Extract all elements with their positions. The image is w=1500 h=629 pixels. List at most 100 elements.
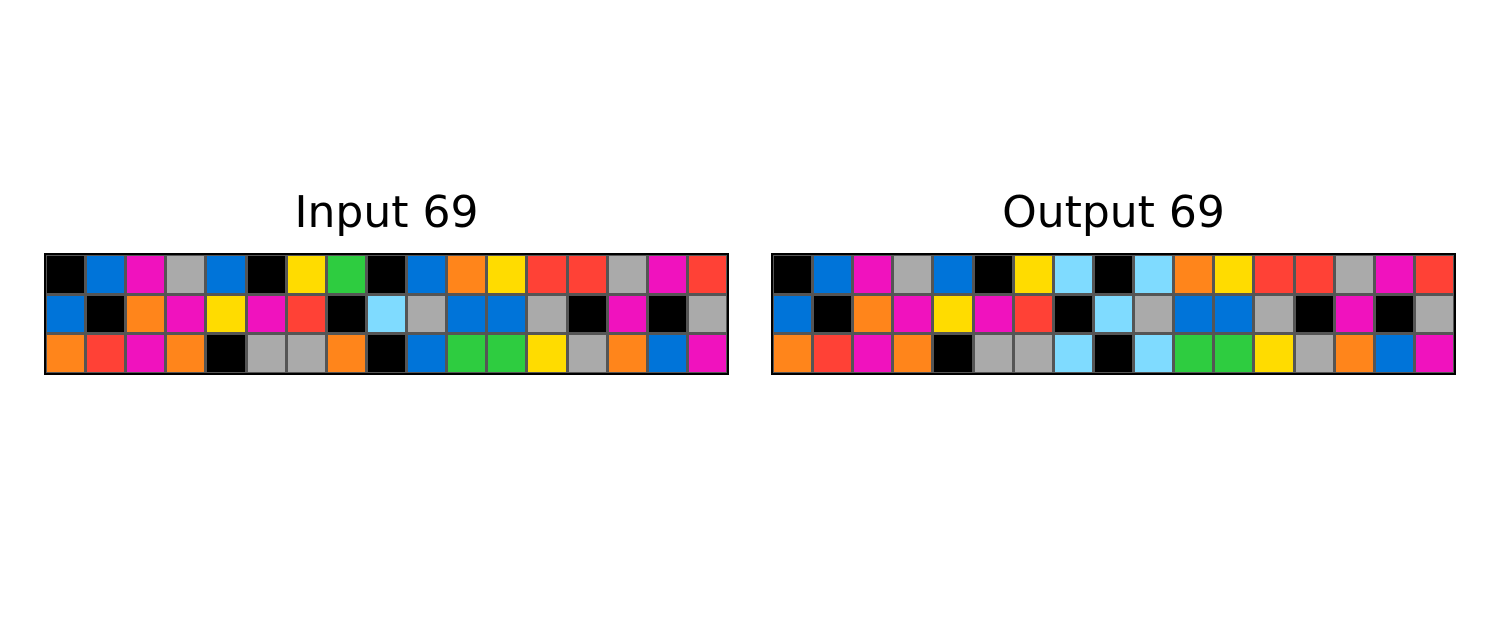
output-cell <box>854 335 892 372</box>
output-cell <box>1375 256 1413 293</box>
input-cell <box>408 295 446 333</box>
output-cell <box>934 335 972 372</box>
output-cell <box>974 335 1012 372</box>
output-cell <box>1295 256 1333 293</box>
input-cell <box>408 335 446 372</box>
output-cell <box>934 295 972 333</box>
output-cell <box>774 256 812 293</box>
output-cell <box>894 295 932 333</box>
output-cell <box>1014 256 1052 293</box>
input-cell <box>47 335 85 372</box>
input-cell <box>408 256 446 293</box>
output-cell <box>1014 335 1052 372</box>
output-cell <box>1295 295 1333 333</box>
input-cell <box>367 256 406 293</box>
input-cell <box>47 295 85 333</box>
input-cell <box>47 256 85 293</box>
input-cell <box>367 335 406 372</box>
input-cell <box>247 256 285 293</box>
input-cell <box>167 335 205 372</box>
output-panel: Output 69 <box>771 186 1456 375</box>
input-cell <box>87 295 125 333</box>
input-cell <box>488 256 526 293</box>
output-cell <box>974 295 1012 333</box>
input-cell <box>608 335 646 372</box>
output-cell <box>1054 295 1092 333</box>
input-cell <box>688 295 726 333</box>
output-cell <box>1175 256 1213 293</box>
input-cell <box>87 335 125 372</box>
input-cell <box>287 295 325 333</box>
output-cell <box>1135 335 1173 372</box>
output-cell <box>814 295 852 333</box>
input-cell <box>327 256 365 293</box>
output-cell <box>1255 335 1293 372</box>
output-cell <box>1094 335 1133 372</box>
output-cell <box>854 256 892 293</box>
output-cell <box>1415 256 1453 293</box>
input-cell <box>127 256 165 293</box>
output-cell <box>1094 295 1133 333</box>
output-cell <box>1054 335 1092 372</box>
output-cell <box>1135 295 1173 333</box>
output-cell <box>814 256 852 293</box>
output-cell <box>814 335 852 372</box>
output-cell <box>1094 256 1133 293</box>
input-cell <box>327 295 365 333</box>
output-cell <box>1295 335 1333 372</box>
output-cell <box>1335 335 1373 372</box>
output-cell <box>1014 295 1052 333</box>
input-cell <box>448 335 486 372</box>
input-cell <box>167 256 205 293</box>
input-cell <box>448 256 486 293</box>
input-cell <box>568 256 606 293</box>
input-cell <box>608 256 646 293</box>
output-cell <box>1215 256 1253 293</box>
input-cell <box>207 295 245 333</box>
input-cell <box>367 295 406 333</box>
input-cell <box>127 335 165 372</box>
input-cell <box>488 335 526 372</box>
output-cell <box>1255 256 1293 293</box>
output-cell <box>1175 335 1213 372</box>
input-cell <box>87 256 125 293</box>
output-title: Output 69 <box>1002 187 1225 238</box>
input-title: Input 69 <box>294 187 479 238</box>
input-cell <box>568 295 606 333</box>
output-cell <box>894 335 932 372</box>
input-cell <box>688 256 726 293</box>
output-cell <box>1375 335 1413 372</box>
output-cell <box>774 335 812 372</box>
input-cell <box>327 335 365 372</box>
input-cell <box>207 335 245 372</box>
input-cell <box>247 335 285 372</box>
input-cell <box>287 256 325 293</box>
input-panel: Input 69 <box>44 186 729 375</box>
output-cell <box>934 256 972 293</box>
output-cell <box>1215 335 1253 372</box>
input-cell <box>648 295 686 333</box>
output-cell <box>1335 295 1373 333</box>
output-cell <box>1175 295 1213 333</box>
output-cell <box>1335 256 1373 293</box>
output-cell <box>1215 295 1253 333</box>
output-cell <box>1415 335 1453 372</box>
output-cell <box>1255 295 1293 333</box>
input-cell <box>528 295 566 333</box>
input-cell <box>648 256 686 293</box>
output-grid <box>771 253 1456 375</box>
input-cell <box>568 335 606 372</box>
output-cell <box>854 295 892 333</box>
output-cell <box>774 295 812 333</box>
input-cell <box>688 335 726 372</box>
input-cell <box>287 335 325 372</box>
output-cell <box>1135 256 1173 293</box>
input-cell <box>207 256 245 293</box>
output-cell <box>1415 295 1453 333</box>
input-grid <box>44 253 729 375</box>
input-cell <box>528 256 566 293</box>
input-cell <box>528 335 566 372</box>
output-cell <box>1054 256 1092 293</box>
input-cell <box>648 335 686 372</box>
output-cell <box>894 256 932 293</box>
